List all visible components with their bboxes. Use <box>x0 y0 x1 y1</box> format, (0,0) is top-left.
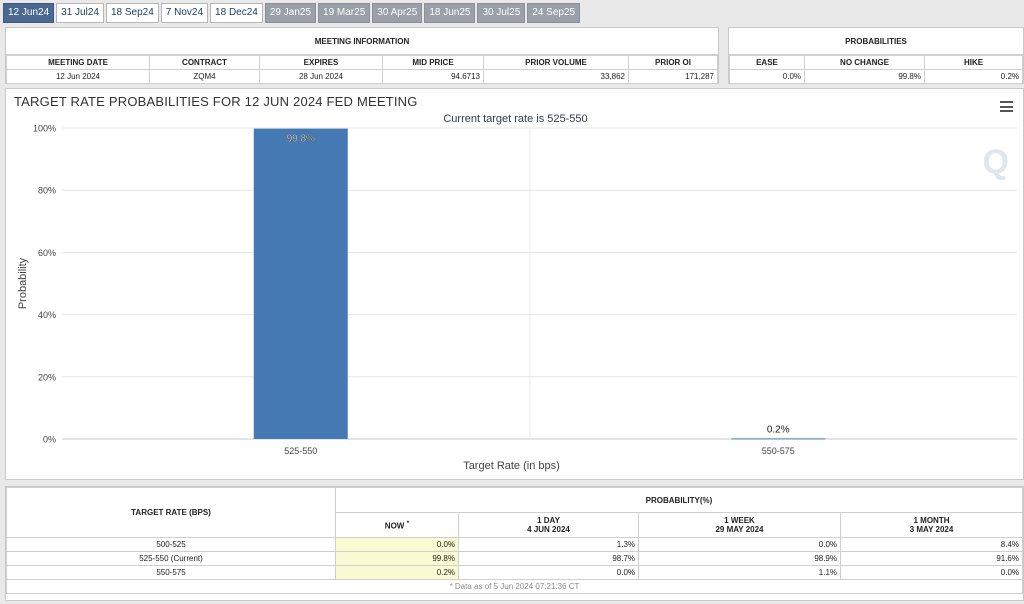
table-row: 525-550 (Current) 99.8% 98.7% 98.9% 91.6… <box>6 551 1023 566</box>
now-cell: 0.0% <box>335 537 459 552</box>
tab-7-nov24[interactable]: 7 Nov24 <box>160 3 209 23</box>
header-1-week-date: 29 MAY 2024 <box>715 525 764 534</box>
tab-30-jul25[interactable]: 30 Jul25 <box>477 3 526 23</box>
header-hike: HIKE <box>924 55 1023 70</box>
data-label: 99.8% <box>287 134 315 145</box>
mid-price-value: 94.6713 <box>382 69 484 84</box>
chart-subtitle: Current target rate is 525-550 <box>443 113 588 125</box>
y-tick-label: 80% <box>38 186 56 196</box>
y-tick-label: 20% <box>38 372 56 382</box>
now-cell: 99.8% <box>335 551 459 566</box>
tab-24-sep25[interactable]: 24 Sep25 <box>527 3 581 23</box>
header-1-month-label: 1 MONTH <box>913 516 950 525</box>
meeting-info-row: 12 Jun 2024 ZQM4 28 Jun 2024 94.6713 33,… <box>6 69 718 84</box>
prob-header-row-2: NOW * 1 DAY 4 JUN 2024 1 WEEK 29 MAY 2024 … <box>7 512 1023 538</box>
one-week-cell: 1.1% <box>638 565 841 580</box>
header-ease: EASE <box>729 55 805 70</box>
tab-30-apr25[interactable]: 30 Apr25 <box>372 3 423 23</box>
table-row: 550-575 0.2% 0.0% 1.1% 0.0% <box>6 565 1023 580</box>
rate-cell: 525-550 (Current) <box>6 551 336 566</box>
meeting-info-table: MEETING DATE CONTRACT EXPIRES MID PRICE … <box>6 55 718 84</box>
bar <box>731 438 826 440</box>
one-week-cell: 0.0% <box>638 537 841 552</box>
header-no-change: NO CHANGE <box>804 55 925 70</box>
x-tick-label: 550-575 <box>762 446 795 456</box>
header-probability: PROBABILITY(%) <box>335 487 1023 513</box>
header-1-week-label: 1 WEEK <box>724 516 755 525</box>
one-month-cell: 91.6% <box>840 551 1023 566</box>
rate-cell: 550-575 <box>6 565 336 580</box>
header-now-mark: * <box>406 519 410 527</box>
meeting-date-value: 12 Jun 2024 <box>6 69 150 84</box>
tab-12-jun24[interactable]: 12 Jun24 <box>3 3 55 23</box>
prob-header-row-1: TARGET RATE (BPS) PROBABILITY(%) <box>6 487 1023 538</box>
tab-31-jul24[interactable]: 31 Jul24 <box>56 3 104 23</box>
tab-18-jun25[interactable]: 18 Jun25 <box>424 3 476 23</box>
probabilities-header-row: EASE NO CHANGE HIKE <box>729 55 1023 70</box>
tab-18-sep24[interactable]: 18 Sep24 <box>105 3 159 23</box>
header-1-week: 1 WEEK 29 MAY 2024 <box>638 512 841 538</box>
header-1-month-date: 3 MAY 2024 <box>909 525 954 534</box>
header-contract: CONTRACT <box>149 55 260 70</box>
meeting-info-panel: MEETING INFORMATION MEETING DATE CONTRAC… <box>5 27 719 84</box>
probabilities-title: PROBABILITIES <box>729 28 1023 55</box>
tab-19-mar25[interactable]: 19 Mar25 <box>318 3 371 23</box>
header-1-day-label: 1 DAY <box>537 516 560 525</box>
contract-value: ZQM4 <box>149 69 260 84</box>
probabilities-row: 0.0% 99.8% 0.2% <box>729 69 1023 84</box>
one-day-cell: 98.7% <box>458 551 639 566</box>
header-now-label: NOW <box>384 521 405 531</box>
meeting-info-header-row: MEETING DATE CONTRACT EXPIRES MID PRICE … <box>6 55 718 70</box>
probability-table-panel: TARGET RATE (BPS) PROBABILITY(%) NOW * 1… <box>5 486 1024 601</box>
one-day-cell: 1.3% <box>458 537 639 552</box>
footnote: * Data as of 5 Jun 2024 07:21:36 CT <box>6 579 1023 594</box>
x-tick-label: 525-550 <box>284 446 317 456</box>
tab-29-jan25[interactable]: 29 Jan25 <box>264 3 317 23</box>
no-change-value: 99.8% <box>804 69 925 84</box>
header-expires: EXPIRES <box>259 55 383 70</box>
prior-oi-value: 171,287 <box>628 69 718 84</box>
meeting-info-title: MEETING INFORMATION <box>6 28 718 55</box>
tab-18-dec24[interactable]: 18 Dec24 <box>210 3 263 23</box>
one-month-cell: 8.4% <box>840 537 1023 552</box>
data-label: 0.2% <box>767 424 790 435</box>
header-meeting-date: MEETING DATE <box>6 55 150 70</box>
table-row: 500-525 0.0% 1.3% 0.0% 8.4% <box>6 537 1023 552</box>
now-cell: 0.2% <box>335 565 459 580</box>
header-1-month: 1 MONTH 3 MAY 2024 <box>840 512 1023 538</box>
chart-panel: TARGET RATE PROBABILITIES FOR 12 JUN 202… <box>5 88 1024 480</box>
header-prior-oi: PRIOR OI <box>628 55 718 70</box>
bar-chart: 0% 20% 40% 60% 80% 100% 99.8% 525-550 0.2% 550-57… <box>17 124 1017 472</box>
header-1-day-date: 4 JUN 2024 <box>527 525 570 534</box>
footnote-row: * Data as of 5 Jun 2024 07:21:36 CT <box>6 579 1023 594</box>
bar <box>253 128 348 439</box>
header-1-day: 1 DAY 4 JUN 2024 <box>458 512 639 538</box>
one-day-cell: 0.0% <box>458 565 639 580</box>
header-target-rate: TARGET RATE (BPS) <box>6 487 336 538</box>
x-axis-title: Target Rate (in bps) <box>463 460 560 472</box>
y-tick-label: 100% <box>33 124 56 134</box>
probabilities-table: EASE NO CHANGE HIKE 0.0% 99.8% 0.2% <box>729 55 1023 84</box>
rate-cell: 500-525 <box>6 537 336 552</box>
ease-value: 0.0% <box>729 69 805 84</box>
one-month-cell: 0.0% <box>840 565 1023 580</box>
y-tick-label: 0% <box>43 435 56 445</box>
hike-value: 0.2% <box>924 69 1023 84</box>
header-now: NOW * <box>335 512 459 538</box>
watermark-logo: Q <box>982 143 1009 181</box>
y-tick-label: 60% <box>38 248 56 258</box>
y-axis-title: Probability <box>17 257 29 309</box>
chart-title: TARGET RATE PROBABILITIES FOR 12 JUN 202… <box>14 94 418 109</box>
one-week-cell: 98.9% <box>638 551 841 566</box>
header-mid-price: MID PRICE <box>382 55 484 70</box>
probabilities-panel: PROBABILITIES EASE NO CHANGE HIKE 0.0% 9… <box>728 27 1024 84</box>
y-tick-label: 40% <box>38 310 56 320</box>
expires-value: 28 Jun 2024 <box>259 69 383 84</box>
hamburger-menu-icon[interactable] <box>1000 101 1013 112</box>
header-prior-volume: PRIOR VOLUME <box>483 55 629 70</box>
meeting-tabs: 12 Jun24 31 Jul24 18 Sep24 7 Nov24 18 Dec24 2… <box>3 3 581 23</box>
prior-volume-value: 33,862 <box>483 69 629 84</box>
probability-table: TARGET RATE (BPS) PROBABILITY(%) NOW * 1… <box>6 487 1023 594</box>
